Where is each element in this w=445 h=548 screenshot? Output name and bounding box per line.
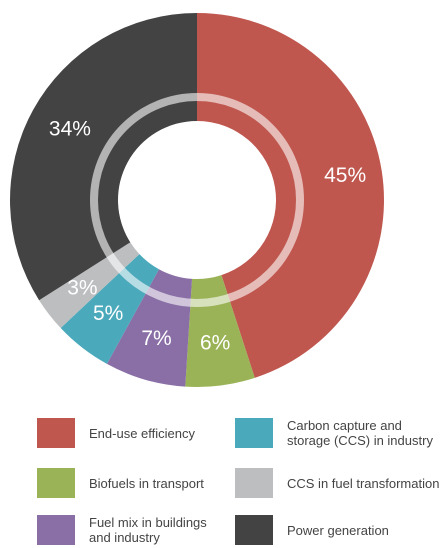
legend-swatch: [37, 515, 75, 545]
legend-label: Fuel mix in buildings and industry: [89, 515, 207, 545]
legend-item: Fuel mix in buildings and industry: [37, 515, 229, 545]
legend-label: CCS in fuel transformation: [287, 475, 440, 491]
legend-item: Carbon capture and storage (CCS) in indu…: [235, 418, 445, 448]
legend-swatch: [235, 418, 273, 448]
data-label: 6%: [200, 331, 230, 354]
data-label: 3%: [67, 276, 97, 299]
chart: 45% 6% 7% 5% 3% 34%: [9, 13, 385, 387]
legend-item: Biofuels in transport: [37, 468, 229, 498]
data-label: 5%: [93, 302, 123, 325]
legend-label: Carbon capture and storage (CCS) in indu…: [287, 418, 433, 448]
legend-label: Biofuels in transport: [89, 475, 204, 491]
legend-label: End-use efficiency: [89, 425, 195, 441]
legend-label: Power generation: [287, 522, 389, 538]
inner-ring: [90, 93, 304, 307]
data-label: 34%: [49, 118, 91, 141]
legend-item: Power generation: [235, 515, 445, 545]
data-label: 7%: [141, 327, 171, 350]
legend-swatch: [235, 468, 273, 498]
legend-item: CCS in fuel transformation: [235, 468, 445, 498]
legend-swatch: [37, 418, 75, 448]
data-label: 45%: [324, 164, 366, 187]
legend-swatch: [235, 515, 273, 545]
legend-swatch: [37, 468, 75, 498]
legend-item: End-use efficiency: [37, 418, 229, 448]
